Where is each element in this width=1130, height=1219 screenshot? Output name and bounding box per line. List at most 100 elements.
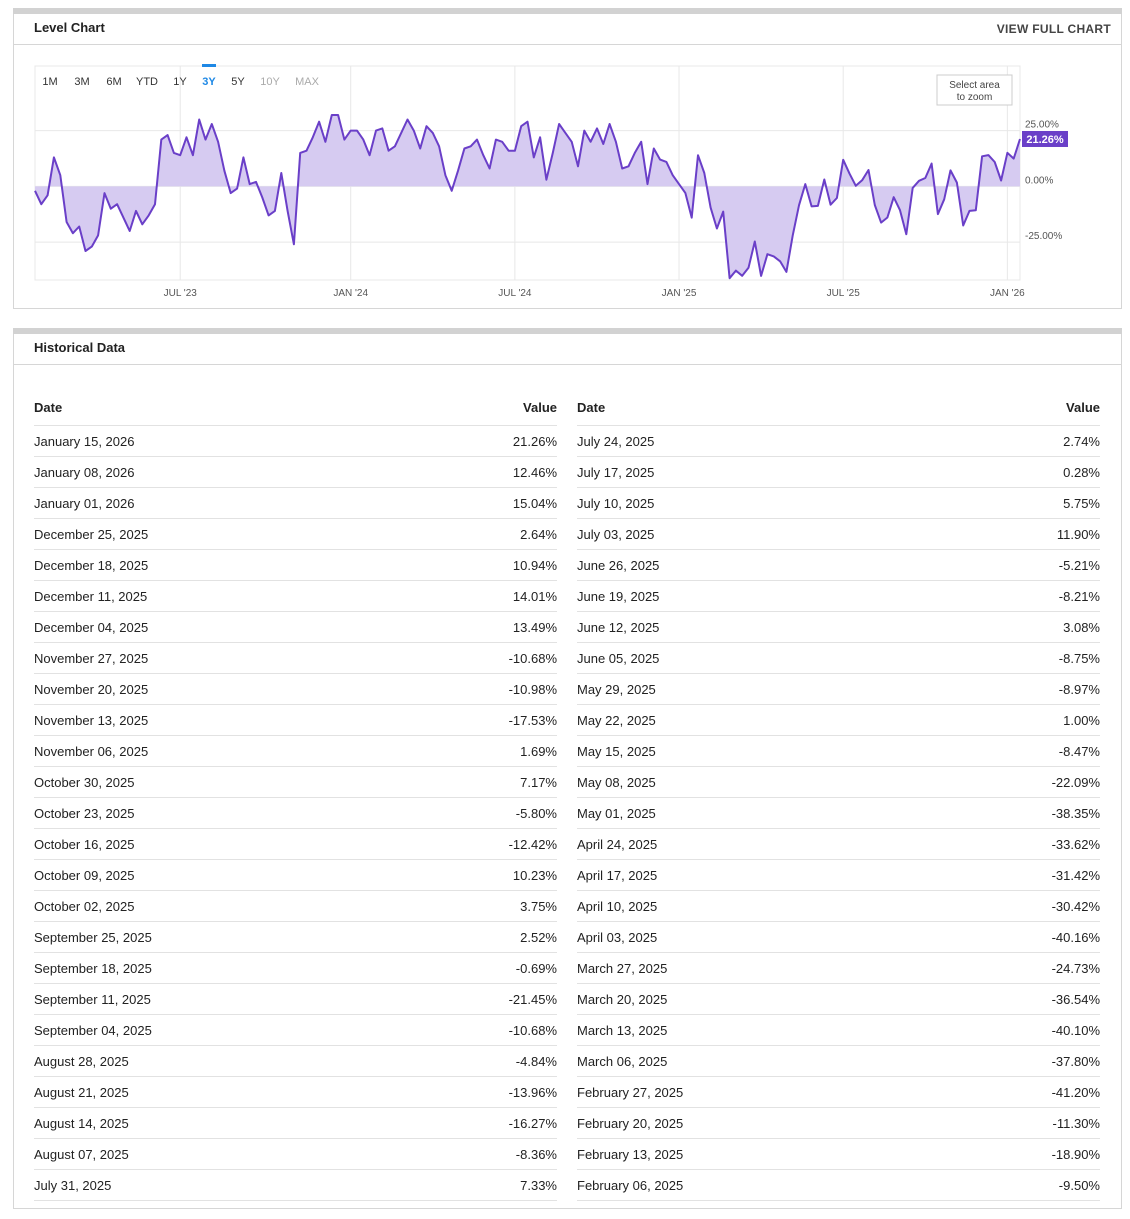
date-cell: July 24, 2025 (577, 433, 655, 449)
table-row: November 06, 2025 1.69% (34, 736, 557, 767)
value-label: 21.26% (1026, 134, 1064, 146)
range-button[interactable]: 10Y (260, 76, 280, 88)
x-tick-label: JAN '24 (333, 288, 368, 299)
date-cell: August 28, 2025 (34, 1053, 129, 1069)
table-row: February 13, 2025 -18.90% (577, 1139, 1100, 1170)
date-cell: May 15, 2025 (577, 743, 656, 759)
date-cell: January 01, 2026 (34, 495, 135, 511)
divider (14, 44, 1121, 45)
table-row: March 06, 2025 -37.80% (577, 1046, 1100, 1077)
value-cell: -36.54% (1051, 991, 1100, 1007)
column-header: Date (577, 400, 606, 415)
date-cell: June 12, 2025 (577, 619, 660, 635)
table-row: April 03, 2025 -40.16% (577, 922, 1100, 953)
value-cell: -40.16% (1051, 929, 1100, 945)
panel-bar (13, 8, 1122, 14)
y-tick-label: -25.00% (1025, 231, 1062, 242)
date-cell: July 17, 2025 (577, 464, 655, 480)
table-row: January 08, 2026 12.46% (34, 457, 557, 488)
date-cell: August 14, 2025 (34, 1115, 129, 1131)
value-cell: 11.90% (1056, 526, 1100, 542)
date-cell: July 31, 2025 (34, 1177, 112, 1193)
table-row: November 20, 2025 -10.98% (34, 674, 557, 705)
table-row: November 27, 2025 -10.68% (34, 643, 557, 674)
range-button[interactable]: 1M (42, 76, 57, 88)
table-row: January 01, 2026 15.04% (34, 488, 557, 519)
date-cell: October 02, 2025 (34, 898, 135, 914)
date-cell: November 06, 2025 (34, 743, 149, 759)
table-row: July 17, 2025 0.28% (577, 457, 1100, 488)
value-cell: -5.80% (515, 805, 557, 821)
table-row: January 15, 2026 21.26% (34, 426, 557, 457)
range-button[interactable]: 6M (106, 76, 121, 88)
table-row: July 24, 2025 2.74% (577, 426, 1100, 457)
date-cell: March 20, 2025 (577, 991, 668, 1007)
range-button[interactable]: MAX (295, 76, 320, 88)
table-row: August 21, 2025 -13.96% (34, 1077, 557, 1108)
table-row: October 16, 2025 -12.42% (34, 829, 557, 860)
table-row: July 03, 2025 11.90% (577, 519, 1100, 550)
value-cell: -33.62% (1051, 836, 1100, 852)
table-row: May 08, 2025 -22.09% (577, 767, 1100, 798)
table-row: December 18, 2025 10.94% (34, 550, 557, 581)
table-panel: Historical Data (13, 334, 1122, 1209)
table-row: September 11, 2025 -21.45% (34, 984, 557, 1015)
table-row: June 19, 2025 -8.21% (577, 581, 1100, 612)
y-tick-label: 0.00% (1025, 175, 1053, 186)
table-row: October 02, 2025 3.75% (34, 891, 557, 922)
date-cell: August 07, 2025 (34, 1146, 129, 1162)
date-cell: October 30, 2025 (34, 774, 135, 790)
panel-title: Historical Data (34, 340, 126, 355)
date-cell: January 15, 2026 (34, 433, 135, 449)
date-cell: March 27, 2025 (577, 960, 668, 976)
table-row: October 09, 2025 10.23% (34, 860, 557, 891)
date-cell: November 20, 2025 (34, 681, 149, 697)
table-row: August 14, 2025 -16.27% (34, 1108, 557, 1139)
date-cell: December 18, 2025 (34, 557, 149, 573)
date-cell: June 26, 2025 (577, 557, 660, 573)
value-cell: -8.75% (1058, 650, 1100, 666)
range-button[interactable]: 1Y (173, 76, 187, 88)
table-row: April 17, 2025 -31.42% (577, 860, 1100, 891)
table-row: June 26, 2025 -5.21% (577, 550, 1100, 581)
value-cell: 12.46% (512, 464, 557, 480)
date-cell: April 03, 2025 (577, 929, 658, 945)
table-row: December 04, 2025 13.49% (34, 612, 557, 643)
range-button[interactable]: 3Y (202, 76, 216, 88)
value-cell: 13.49% (512, 619, 557, 635)
date-cell: February 13, 2025 (577, 1146, 684, 1162)
range-button[interactable]: 5Y (231, 76, 245, 88)
date-cell: August 21, 2025 (34, 1084, 129, 1100)
y-tick-label: 25.00% (1025, 120, 1059, 131)
value-cell: -38.35% (1051, 805, 1100, 821)
date-cell: December 25, 2025 (34, 526, 149, 542)
date-cell: March 13, 2025 (577, 1022, 668, 1038)
date-cell: October 16, 2025 (34, 836, 135, 852)
date-cell: April 24, 2025 (577, 836, 658, 852)
value-cell: 3.75% (520, 898, 557, 914)
value-cell: 1.69% (520, 743, 557, 759)
date-cell: October 09, 2025 (34, 867, 135, 883)
value-cell: 2.52% (520, 929, 557, 945)
zoom-hint: to zoom (957, 92, 993, 103)
table-row: April 24, 2025 -33.62% (577, 829, 1100, 860)
value-cell: 2.64% (520, 526, 557, 542)
area (35, 115, 1020, 279)
value-cell: 21.26% (512, 433, 557, 449)
active-indicator (202, 64, 216, 67)
value-cell: -17.53% (508, 712, 557, 728)
column-header: Value (523, 400, 557, 415)
range-button[interactable]: 3M (74, 76, 89, 88)
value-cell: -24.73% (1051, 960, 1100, 976)
table-row: July 10, 2025 5.75% (577, 488, 1100, 519)
date-cell: December 04, 2025 (34, 619, 149, 635)
view-full-chart[interactable]: VIEW FULL CHART (996, 22, 1111, 36)
date-cell: September 11, 2025 (34, 991, 151, 1007)
range-button[interactable]: YTD (136, 76, 158, 88)
table-row: June 12, 2025 3.08% (577, 612, 1100, 643)
x-tick-label: JAN '25 (662, 288, 697, 299)
value-cell: -37.80% (1051, 1053, 1100, 1069)
table-row: February 27, 2025 -41.20% (577, 1077, 1100, 1108)
zoom-hint-box (936, 74, 1013, 106)
table-row: July 31, 2025 7.33% (34, 1170, 557, 1201)
